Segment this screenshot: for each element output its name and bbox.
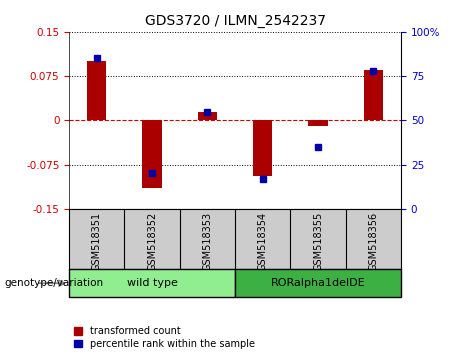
Bar: [142, 120, 162, 188]
Bar: [235, 269, 401, 297]
Text: GSM518355: GSM518355: [313, 212, 323, 271]
Text: GSM518354: GSM518354: [258, 212, 268, 271]
Bar: [308, 120, 328, 126]
Bar: [87, 61, 106, 120]
Text: GSM518353: GSM518353: [202, 212, 213, 271]
Bar: [198, 112, 217, 120]
Bar: [253, 120, 272, 176]
Text: GSM518351: GSM518351: [92, 212, 102, 271]
Text: genotype/variation: genotype/variation: [5, 278, 104, 288]
Bar: [69, 269, 235, 297]
Text: GSM518356: GSM518356: [368, 212, 378, 271]
Text: wild type: wild type: [127, 278, 177, 288]
Bar: [364, 70, 383, 120]
Title: GDS3720 / ILMN_2542237: GDS3720 / ILMN_2542237: [145, 14, 325, 28]
Text: GSM518352: GSM518352: [147, 212, 157, 271]
Legend: transformed count, percentile rank within the sample: transformed count, percentile rank withi…: [74, 326, 254, 349]
Text: RORalpha1delDE: RORalpha1delDE: [271, 278, 366, 288]
